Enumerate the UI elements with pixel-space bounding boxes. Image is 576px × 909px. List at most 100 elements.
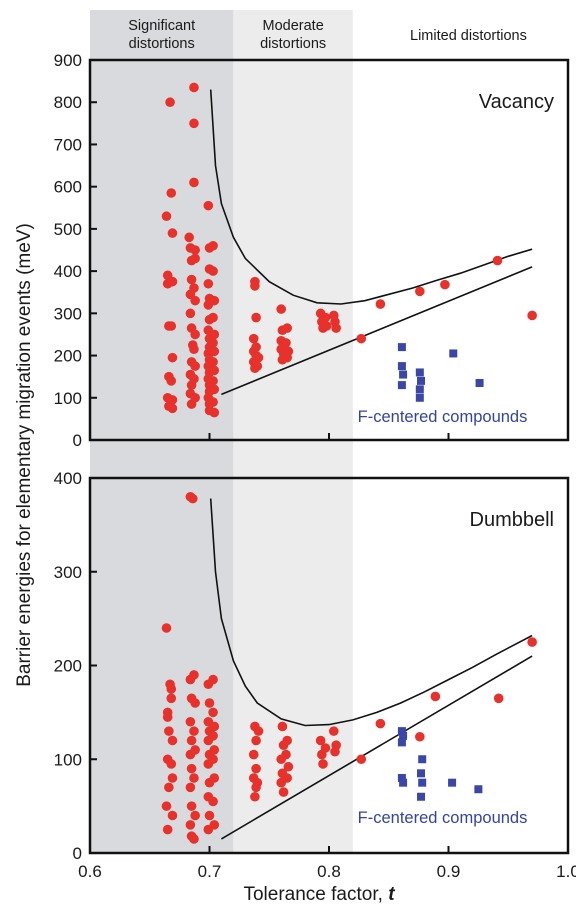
barrier-point-84 [493,693,504,704]
y-tick-label-9: 900 [54,51,82,70]
f-centered-point-10 [474,785,483,794]
barrier-point-92 [282,323,292,333]
barrier-point-28 [190,698,200,708]
barrier-point-83 [430,691,441,702]
f-centered-point-4 [399,778,408,787]
dumbbell-axis-ticks: 0 100 200 300 400 0.6 0.7 0.8 0.9 1.0 [54,469,576,881]
x-axis-label-variable: t [388,884,395,905]
barrier-point-61 [253,726,264,736]
f-centered-point-5 [417,376,426,385]
barrier-point-41 [203,200,214,211]
vacancy-guide-curves [209,89,533,396]
barrier-point-19 [185,716,196,727]
barrier-point-73 [209,407,220,418]
f-centered-point-1 [399,731,408,740]
barrier-point-36 [190,329,200,340]
x-tick-label-3: 0.9 [437,862,461,881]
vacancy-data-points [161,82,537,418]
x-tick-label-2: 0.8 [317,862,341,881]
y-tick-label-1: 100 [54,750,82,769]
barrier-point-51 [209,773,220,783]
barrier-point-103 [331,323,341,333]
barrier-point-71 [283,761,294,772]
barrier-point-106 [415,286,425,297]
barrier-point-5 [164,782,174,793]
barrier-point-77 [328,726,339,736]
barrier-point-65 [209,329,220,340]
region-label-0-line-0: Significant [128,18,195,34]
vacancy-panel: 0 100 200 300 400 500 600 700 800 900 Vacancy F-c… [54,51,570,450]
barrier-point-21 [185,308,196,319]
barrier-point-75 [318,759,328,769]
barrier-point-31 [189,177,199,188]
region-band-2 [352,10,568,853]
f-centered-point-6 [415,385,424,394]
vacancy-panel-title: Vacancy [479,91,554,113]
barrier-point-30 [189,118,199,129]
f-centered-point-9 [448,778,457,787]
barrier-point-29 [189,726,199,736]
barrier-point-11 [167,735,178,746]
barrier-point-10 [167,276,178,287]
f-centered-point-3 [397,774,406,782]
dumbbell-f-centered-annotation: F-centered compounds [358,809,528,827]
barrier-point-73 [315,735,326,746]
barrier-point-33 [189,834,199,844]
barrier-point-27 [189,670,199,680]
barrier-point-52 [208,796,218,807]
y-tick-label-3: 300 [54,304,82,323]
region-label-1-line-0: Moderate [263,18,324,34]
y-tick-label-4: 400 [54,262,82,281]
barrier-point-55 [251,735,261,746]
barrier-point-13 [166,376,177,386]
barrier-point-8 [166,188,177,198]
barrier-point-108 [492,255,503,266]
dumbbell-guide-curves [209,498,533,840]
guide-curve-0 [209,89,533,305]
barrier-point-69 [209,365,220,376]
f-centered-point-7 [415,393,424,402]
y-tick-label-7: 700 [54,135,82,154]
barrier-point-7 [162,824,173,835]
f-centered-point-1 [397,362,406,371]
barrier-point-6 [161,801,172,811]
y-tick-label-1: 100 [54,389,82,408]
barrier-point-80 [356,754,367,765]
region-labels: Significant distortions Moderate distortion… [128,18,527,52]
barrier-point-45 [208,674,218,685]
barrier-point-14 [167,810,178,821]
guide-curve-1 [220,655,533,840]
barrier-point-77 [248,333,259,344]
region-label-0-line-1: distortions [129,36,195,52]
vacancy-axis-ticks: 0 100 200 300 400 500 600 700 800 900 [54,51,569,450]
region-label-1-line-1: distortions [260,36,326,52]
barrier-point-43 [204,810,215,821]
barrier-point-29 [189,82,199,93]
y-tick-label-5: 500 [54,220,82,239]
barrier-point-9 [167,228,178,238]
f-centered-point-7 [418,778,427,787]
barrier-point-72 [208,397,218,407]
barrier-point-11 [166,321,177,331]
f-centered-point-5 [418,755,427,764]
f-centered-point-0 [397,343,406,352]
barrier-point-61 [208,240,218,251]
barrier-point-38 [190,361,200,371]
barrier-point-82 [415,731,425,742]
barrier-point-7 [165,97,175,108]
barrier-point-34 [189,283,199,293]
y-tick-label-0: 0 [73,844,82,863]
barrier-point-0 [161,623,172,633]
barrier-point-35 [204,698,215,708]
f-centered-point-0 [397,727,406,736]
f-centered-point-9 [475,379,484,387]
barrier-point-105 [375,299,386,309]
barrier-point-85 [276,304,287,314]
barrier-point-70 [281,749,291,760]
barrier-point-30 [190,745,200,755]
y-tick-label-6: 600 [54,178,82,197]
barrier-point-19 [186,274,197,285]
vacancy-f-centered-annotation: F-centered compounds [358,408,528,426]
y-tick-label-2: 200 [54,347,82,366]
